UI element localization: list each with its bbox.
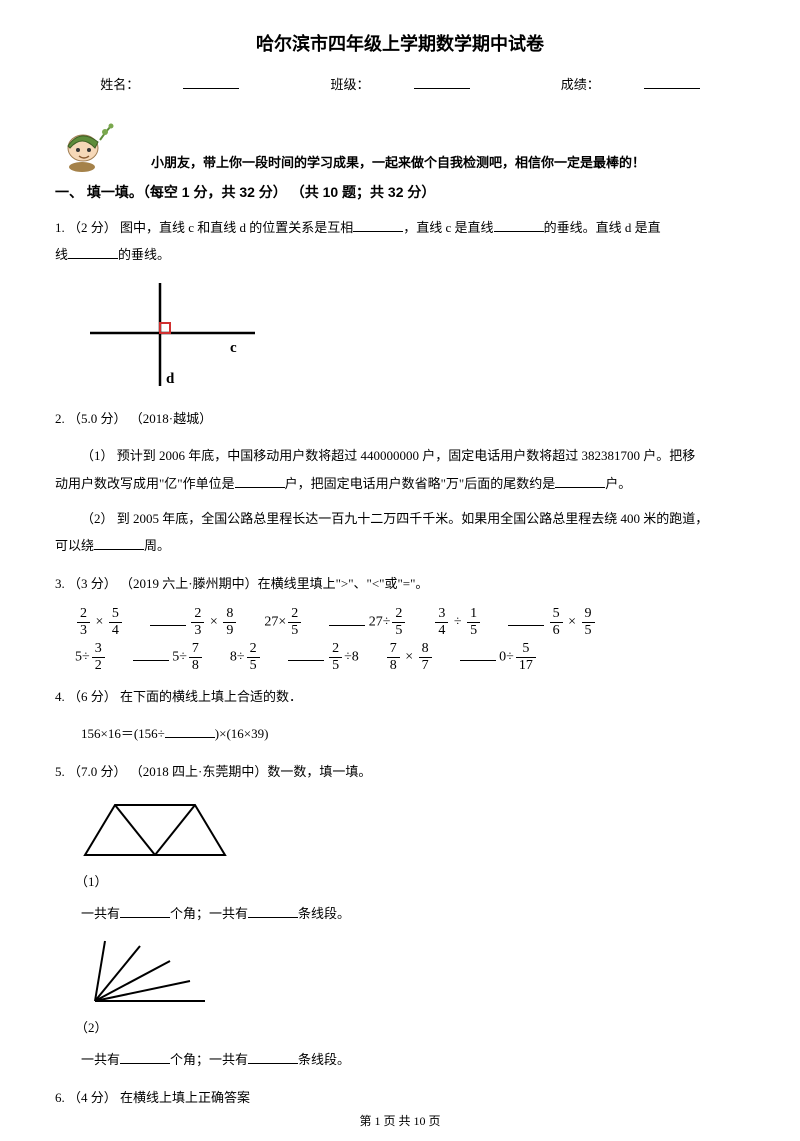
q3-row2: 5÷32 5÷78 8÷25 25÷8 78 × 87 0÷517 [75, 642, 745, 673]
compare-blank[interactable] [150, 614, 186, 626]
compare-blank[interactable] [460, 649, 496, 661]
q6: 6. （4 分） 在横线上填上正确答案 [55, 1084, 745, 1111]
q5-2-fig [75, 936, 745, 1018]
q5-2-blank1[interactable] [120, 1050, 170, 1064]
q1-text-b: ，直线 c 是直线 [403, 220, 493, 235]
math-cell: 5÷78 [172, 642, 204, 673]
q4-blank[interactable] [165, 724, 215, 738]
q4-b: 156×16＝(156÷ [81, 726, 165, 741]
q2-2: （2） 到 2005 年底，全国公路总里程长达一百九十二万四千千米。如果用全国公… [55, 505, 745, 560]
q2: 2. （5.0 分） （2018·越城） [55, 405, 745, 432]
q5-1-blank2[interactable] [248, 904, 298, 918]
cartoon-row: 小朋友，带上你一段时间的学习成果，一起来做个自我检测吧，相信你一定是最棒的！ [55, 118, 745, 174]
q5-a: 一共有 [81, 906, 120, 921]
q3: 3. （3 分） （2019 六上·滕州期中）在横线里填上">"、"<"或"="… [55, 570, 745, 597]
math-cell: 27÷25 [369, 607, 408, 638]
q5-1-blank1[interactable] [120, 904, 170, 918]
q5-c2: 条线段。 [298, 1052, 350, 1067]
class-blank[interactable] [414, 75, 470, 89]
q6-text: 6. （4 分） 在横线上填上正确答案 [55, 1090, 250, 1105]
math-cell: 25÷8 [327, 642, 359, 673]
q1-text-d: 线 [55, 247, 68, 262]
math-cell: 34 ÷ 15 [433, 607, 482, 638]
svg-text:c: c [230, 340, 237, 356]
compare-blank[interactable] [288, 649, 324, 661]
q1-text-e: 的垂线。 [118, 247, 170, 262]
cartoon-icon [55, 118, 115, 173]
q4-eq: 156×16＝(156÷ )×(16×39) [55, 720, 745, 747]
q5-2-label: （2） [75, 1018, 745, 1039]
q3-text: 3. （3 分） （2019 六上·滕州期中）在横线里填上">"、"<"或"="… [55, 576, 428, 591]
math-cell: 5÷32 [75, 642, 107, 673]
q2-2-blank1[interactable] [94, 536, 144, 550]
q2-1-a: （1） 预计到 2006 年底，中国移动用户数将超过 440000000 户，固… [81, 448, 695, 463]
q5: 5. （7.0 分） （2018 四上·东莞期中）数一数，填一填。 [55, 758, 745, 785]
name-blank[interactable] [183, 75, 239, 89]
q2-head: 2. （5.0 分） （2018·越城） [55, 411, 212, 426]
name-label: 姓名： [100, 77, 139, 92]
compare-blank[interactable] [133, 649, 169, 661]
q2-2-c: 周。 [144, 538, 170, 553]
page-footer: 第 1 页 共 10 页 [0, 1112, 800, 1131]
q5-1-ans: 一共有 个角；一共有 条线段。 [55, 900, 745, 927]
math-cell: 8÷25 [230, 642, 262, 673]
q2-1-blank2[interactable] [555, 474, 605, 488]
q1-text-c: 的垂线。直线 d 是直 [544, 220, 661, 235]
encourage-text: 小朋友，带上你一段时间的学习成果，一起来做个自我检测吧，相信你一定是最棒的！ [125, 118, 645, 174]
q2-1-b: 动用户数改写成用"亿"作单位是 [55, 476, 235, 491]
q1-blank3[interactable] [68, 245, 118, 259]
math-cell: 27×25 [264, 607, 303, 638]
section-1-head: 一、 填一填。（每空 1 分，共 32 分） （共 10 题；共 32 分） [55, 181, 745, 203]
q5-a2: 一共有 [81, 1052, 120, 1067]
score-blank[interactable] [644, 75, 700, 89]
q2-2-a: （2） 到 2005 年底，全国公路总里程长达一百九十二万四千千米。如果用全国公… [81, 511, 708, 526]
page-title: 哈尔滨市四年级上学期数学期中试卷 [55, 30, 745, 59]
q4-a: 4. （6 分） 在下面的横线上填上合适的数． [55, 689, 302, 704]
class-label: 班级： [330, 77, 369, 92]
q5-b2: 个角；一共有 [170, 1052, 248, 1067]
math-cell: 56 × 95 [548, 607, 597, 638]
q4: 4. （6 分） 在下面的横线上填上合适的数． [55, 683, 745, 710]
q2-1-d: 户。 [605, 476, 631, 491]
q1-text-a: 1. （2 分） 图中，直线 c 和直线 d 的位置关系是互相 [55, 220, 353, 235]
q5-text: 5. （7.0 分） （2018 四上·东莞期中）数一数，填一填。 [55, 764, 371, 779]
q2-1-blank1[interactable] [235, 474, 285, 488]
q1-figure: c d [80, 278, 745, 395]
math-cell: 23 × 89 [189, 607, 238, 638]
q5-c: 条线段。 [298, 906, 350, 921]
math-cell: 23 × 54 [75, 607, 124, 638]
q1: 1. （2 分） 图中，直线 c 和直线 d 的位置关系是互相 ，直线 c 是直线… [55, 214, 745, 269]
q5-1-fig [75, 795, 745, 872]
math-cell: 78 × 87 [385, 642, 434, 673]
q5-2-ans: 一共有 个角；一共有 条线段。 [55, 1046, 745, 1073]
q4-c: )×(16×39) [215, 726, 269, 741]
math-cell: 0÷517 [499, 642, 538, 673]
q5-1-label: （1） [75, 872, 745, 893]
compare-blank[interactable] [329, 614, 365, 626]
compare-blank[interactable] [508, 614, 544, 626]
meta-line: 姓名： 班级： 成绩： [55, 75, 745, 96]
q1-blank1[interactable] [353, 218, 403, 232]
svg-text:d: d [166, 371, 175, 387]
q2-1: （1） 预计到 2006 年底，中国移动用户数将超过 440000000 户，固… [55, 442, 745, 497]
q5-b: 个角；一共有 [170, 906, 248, 921]
q2-2-b: 可以绕 [55, 538, 94, 553]
q2-1-c: 户，把固定电话用户数省略"万"后面的尾数约是 [285, 476, 556, 491]
score-label: 成绩： [561, 77, 600, 92]
q1-blank2[interactable] [494, 218, 544, 232]
q3-row1: 23 × 54 23 × 89 27×25 27÷25 34 ÷ 15 56 × 9… [75, 607, 745, 638]
q5-2-blank2[interactable] [248, 1050, 298, 1064]
